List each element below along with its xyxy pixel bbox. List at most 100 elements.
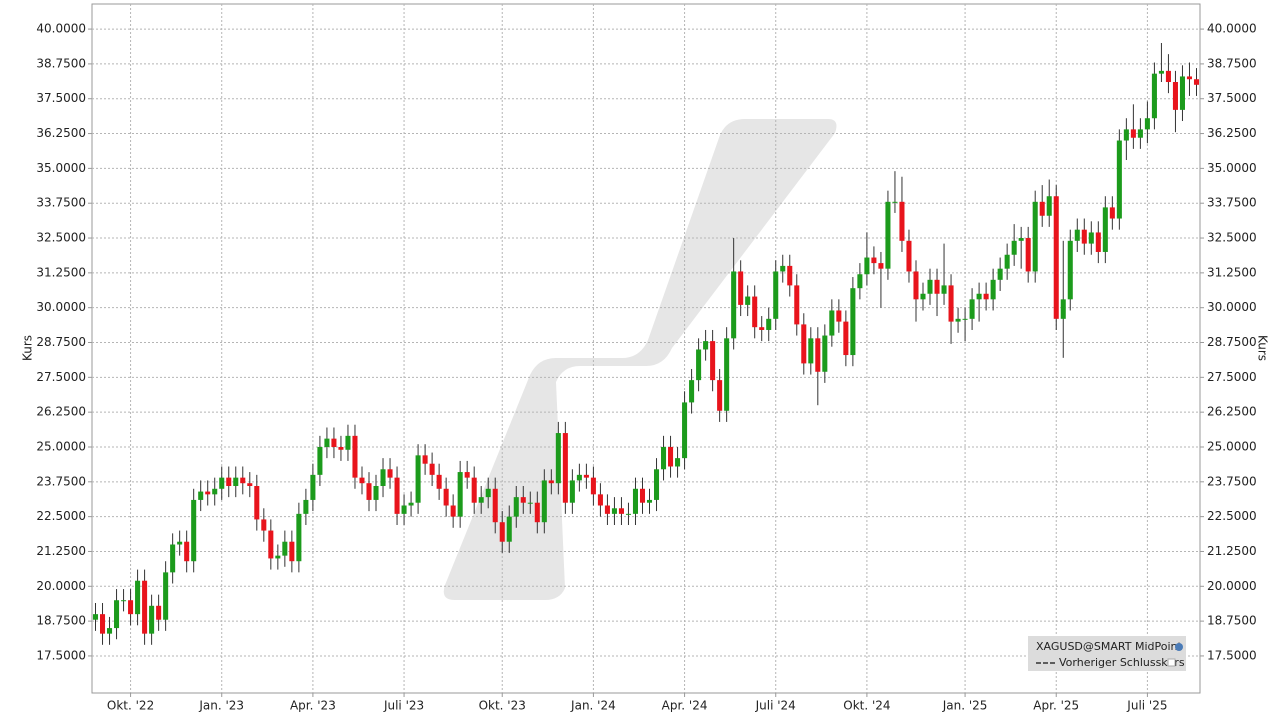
candle-body: [303, 499, 309, 514]
candle-body: [1165, 70, 1171, 83]
y2-tick-label: 18.7500: [1207, 614, 1257, 628]
candle-body: [724, 338, 730, 411]
y-tick-label: 21.2500: [36, 544, 86, 558]
y-tick-label: 40.0000: [36, 22, 86, 36]
candle-body: [317, 446, 323, 475]
y-tick-label: 18.7500: [36, 614, 86, 628]
candle-body: [920, 293, 926, 300]
y-tick-label: 32.5000: [36, 231, 86, 245]
candle-body: [121, 600, 127, 602]
candle-body: [1102, 207, 1108, 252]
candle-body: [997, 268, 1003, 280]
candle-body: [801, 324, 807, 364]
candle-body: [373, 485, 379, 500]
y-tick-label: 23.7500: [36, 474, 86, 488]
candle-body: [205, 491, 211, 495]
candle-body: [773, 271, 779, 319]
candle-body: [618, 508, 624, 514]
x-tick-label: Apr. '25: [1033, 699, 1079, 713]
candle-body: [836, 310, 842, 322]
candle-body: [1158, 70, 1164, 74]
y2-tick-label: 30.0000: [1207, 300, 1257, 314]
candle-body: [661, 446, 667, 470]
candle-body: [710, 341, 716, 381]
candle-body: [135, 580, 141, 615]
candle-body: [464, 472, 470, 478]
legend-box: [1028, 636, 1186, 671]
watermark: [443, 119, 837, 600]
x-tick-label: Okt. '23: [479, 699, 526, 713]
x-tick-label: Apr. '24: [662, 699, 708, 713]
candle-body: [941, 285, 947, 294]
candle-body: [163, 572, 169, 620]
candle-body: [261, 519, 267, 531]
candle-body: [731, 271, 737, 339]
legend-label: Vorheriger Schlusskurs: [1059, 656, 1185, 669]
y2-tick-label: 28.7500: [1207, 335, 1257, 349]
candle-body: [534, 502, 540, 523]
candle-body: [899, 201, 905, 241]
candle-body: [906, 240, 912, 272]
y2-tick-label: 35.0000: [1207, 161, 1257, 175]
candle-body: [240, 477, 246, 484]
candle-body: [128, 600, 134, 615]
candle-body: [1130, 129, 1136, 138]
candle-body: [436, 474, 442, 489]
candle-body: [338, 446, 344, 450]
y-tick-label: 20.0000: [36, 579, 86, 593]
candle-body: [499, 522, 505, 542]
candle-body: [485, 488, 491, 498]
legend-icon: [1175, 643, 1183, 651]
y-tick-label: 22.5000: [36, 509, 86, 523]
candle-body: [1116, 140, 1122, 219]
y2-tick-label: 17.5000: [1207, 648, 1257, 662]
y-tick-label: 31.2500: [36, 265, 86, 279]
candle-body: [1144, 118, 1150, 130]
candle-body: [422, 455, 428, 464]
candle-body: [1067, 240, 1073, 300]
legend-checkbox[interactable]: [1167, 658, 1176, 667]
candle-body: [156, 605, 162, 620]
y-tick-label: 27.5000: [36, 370, 86, 384]
candle-body: [1060, 299, 1066, 319]
candle-body: [282, 541, 288, 556]
y-tick-label: 33.7500: [36, 196, 86, 210]
candle-body: [506, 516, 512, 542]
x-tick-label: Apr. '23: [290, 699, 336, 713]
y2-tick-label: 38.7500: [1207, 56, 1257, 70]
candle-body: [1193, 79, 1200, 85]
candle-body: [324, 438, 330, 447]
y2-tick-label: 40.0000: [1207, 22, 1257, 36]
candle-body: [815, 338, 821, 372]
candle-body: [345, 435, 351, 450]
candle-body: [948, 285, 954, 322]
legend-label: XAGUSD@SMART MidPoint: [1036, 640, 1182, 653]
candle-body: [443, 488, 449, 506]
candle-body: [934, 279, 940, 294]
candle-body: [1032, 201, 1038, 272]
candle-body: [275, 555, 281, 559]
candle-body: [976, 293, 982, 300]
x-tick-label: Juli '23: [383, 699, 424, 713]
candle-body: [219, 477, 225, 489]
candle-body: [513, 497, 519, 517]
y-tick-label: 30.0000: [36, 300, 86, 314]
candle-body: [555, 433, 561, 484]
candle-body: [871, 257, 877, 264]
x-tick-label: Jan. '25: [942, 699, 988, 713]
y2-tick-label: 37.5000: [1207, 91, 1257, 105]
candle-body: [254, 485, 260, 520]
candle-body: [1018, 238, 1024, 241]
candle-body: [696, 349, 702, 381]
candle-body: [675, 458, 681, 467]
candle-body: [787, 265, 793, 286]
candle-body: [415, 455, 421, 503]
candle-body: [541, 480, 547, 523]
candle-body: [191, 499, 197, 562]
y2-tick-label: 25.0000: [1207, 439, 1257, 453]
candle-body: [1074, 229, 1080, 241]
candle-body: [247, 483, 253, 486]
x-tick-label: Jan. '24: [570, 699, 616, 713]
y-tick-label: 26.2500: [36, 405, 86, 419]
